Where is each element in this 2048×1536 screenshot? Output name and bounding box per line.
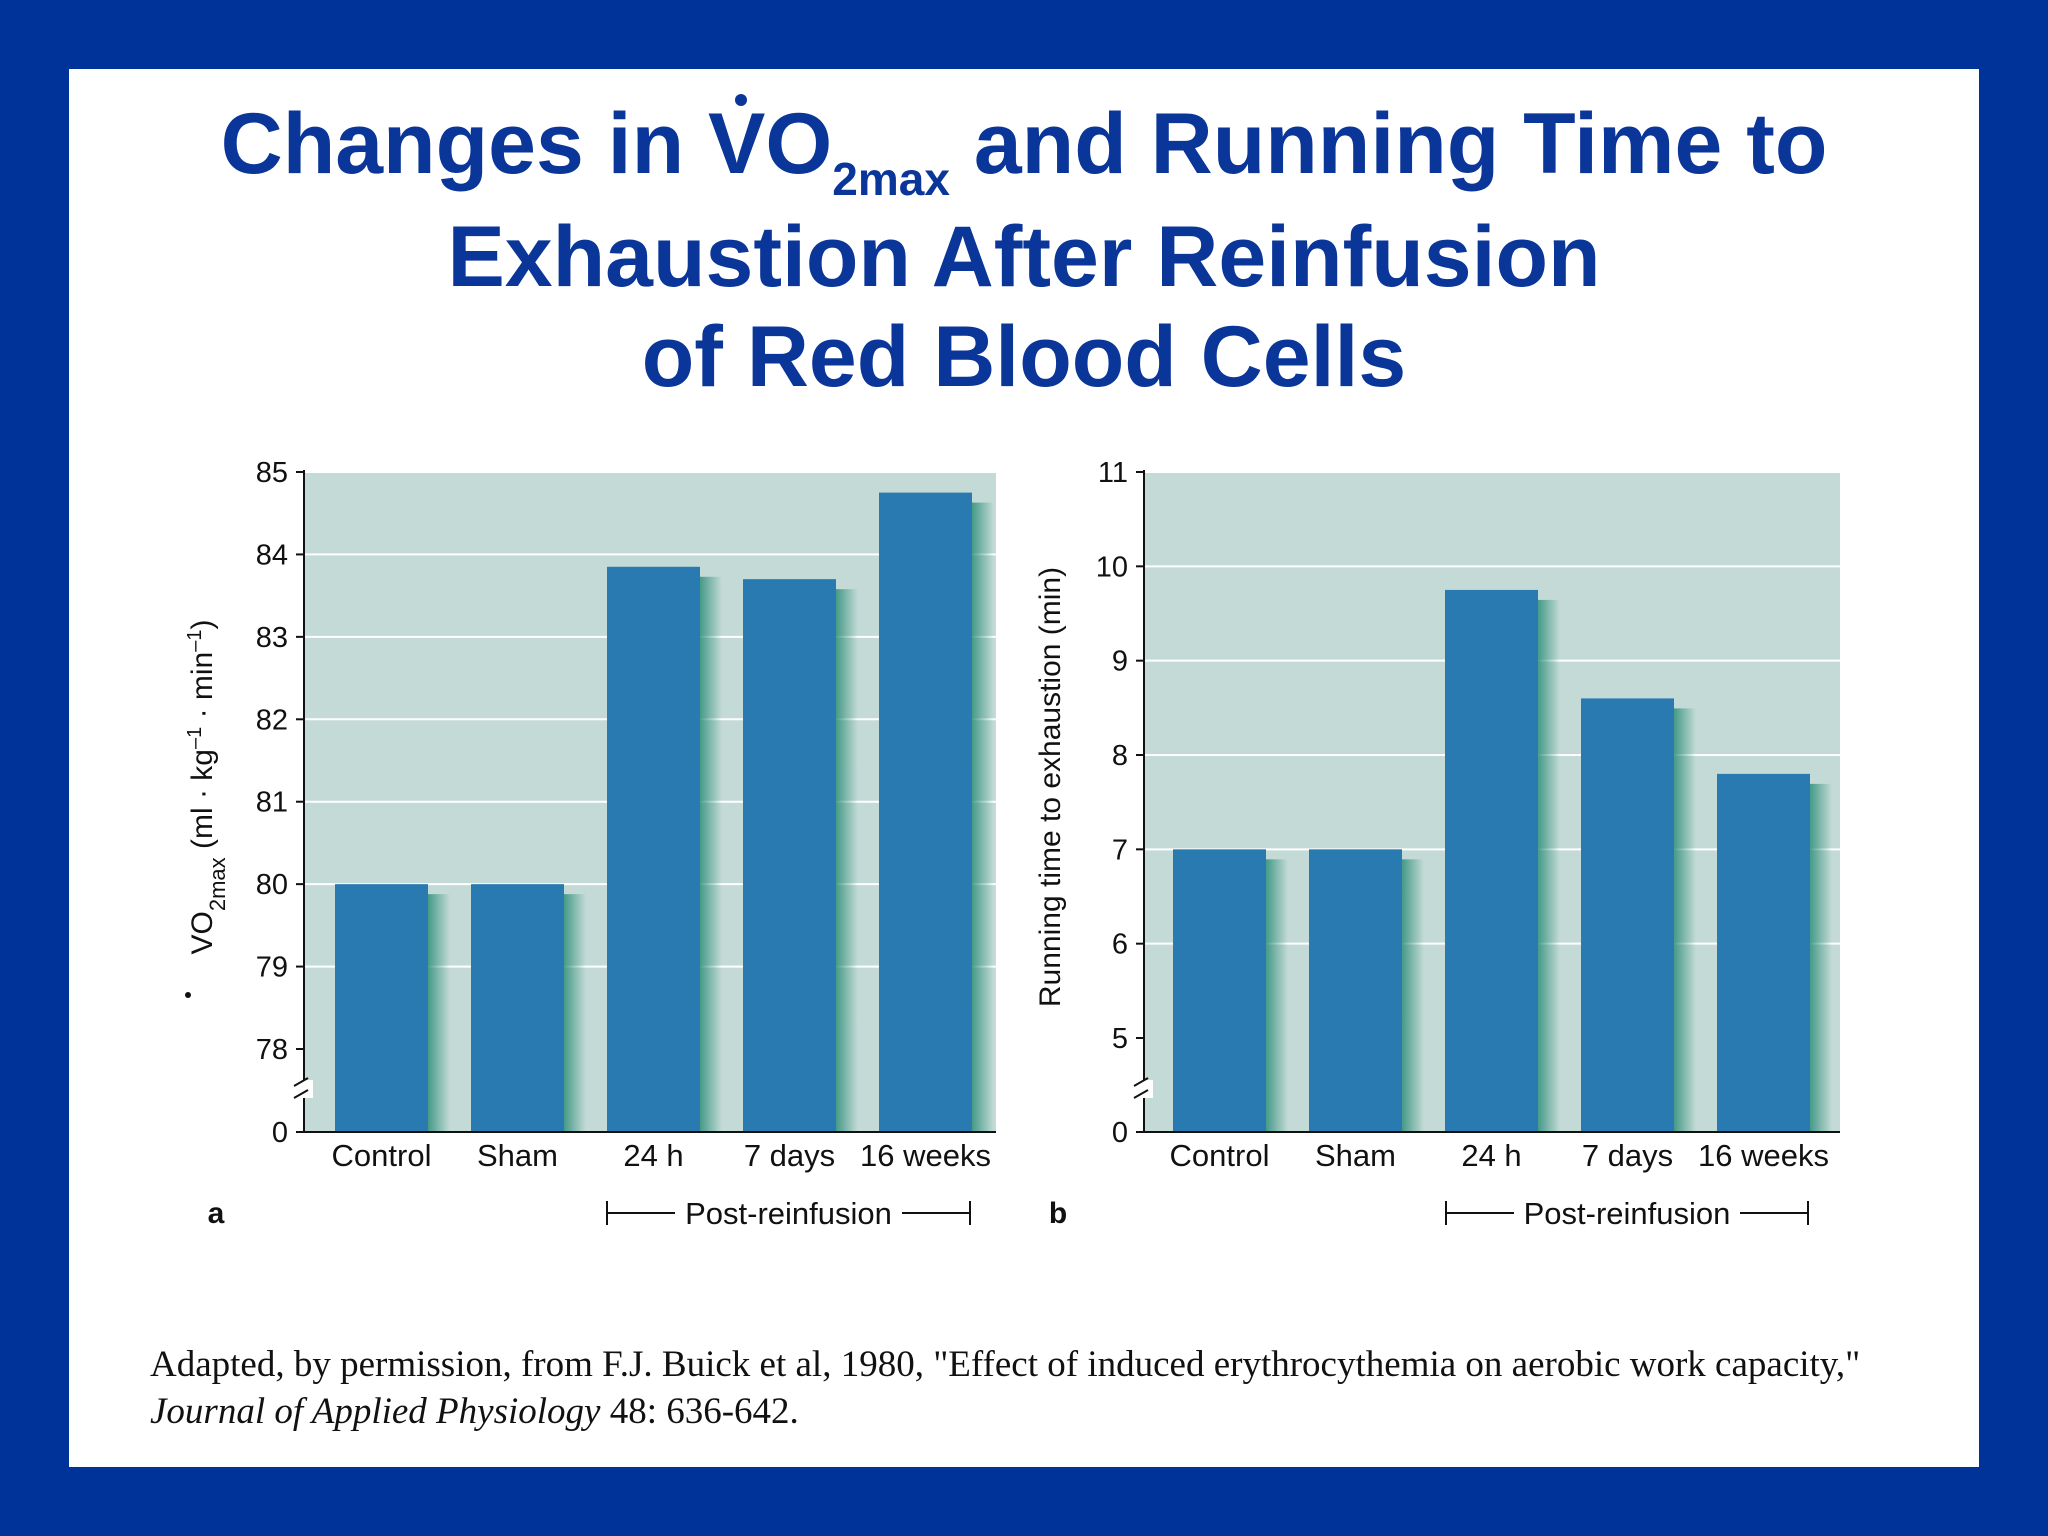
category-label: Sham [477, 1138, 558, 1173]
bar-shadow [972, 502, 994, 1132]
title-v-dot: V [708, 94, 766, 192]
axis-break-gap [295, 1080, 313, 1098]
y-axis-label: VO2max (ml · kg–1 · min–1) [184, 620, 230, 955]
ylabel-o: O [186, 911, 219, 934]
bar [335, 884, 428, 1132]
y-tick-label: 7 [1112, 834, 1128, 866]
y-tick-label: 5 [1112, 1023, 1128, 1055]
ylabel-superscript: –1 [184, 727, 206, 749]
title-subscript: 2max [832, 153, 950, 205]
title-line-1: Changes in VO2max and Running Time to [0, 94, 2048, 207]
category-label: 24 h [623, 1138, 683, 1173]
title-line-3: of Red Blood Cells [641, 309, 1407, 405]
group-label: Post-reinfusion [1524, 1196, 1731, 1231]
bar-shadow [836, 589, 858, 1132]
category-label: Control [332, 1138, 432, 1173]
title-suffix: and Running Time to [949, 96, 1828, 192]
y-tick-label: 78 [256, 1034, 288, 1066]
y-tick-label: 80 [256, 869, 288, 901]
bar-shadow [700, 576, 722, 1132]
category-label: 7 days [1582, 1138, 1673, 1173]
axis-break-mark [1133, 1077, 1149, 1099]
y-tick-label: 85 [256, 457, 288, 489]
ylabel-v-dot [185, 992, 191, 998]
bar-shadow [1674, 708, 1696, 1132]
category-label: 24 h [1461, 1138, 1521, 1173]
ylabel-v: V [186, 934, 219, 954]
ylabel-superscript: –1 [184, 630, 206, 652]
y-tick-label: 81 [256, 787, 288, 819]
bar-shadow [1266, 859, 1288, 1132]
title-prefix: Changes in [220, 96, 708, 192]
ylabel-unit: (ml · kg [186, 749, 219, 857]
citation-journal: Journal of Applied Physiology [150, 1391, 601, 1432]
panel-label: b [1049, 1197, 1067, 1230]
bar [607, 566, 700, 1132]
category-label: Control [1170, 1138, 1270, 1173]
y-tick-label: 84 [256, 539, 288, 571]
y-tick-label: 10 [1096, 551, 1128, 583]
group-label: Post-reinfusion [685, 1196, 892, 1231]
citation: Adapted, by permission, from F.J. Buick … [150, 1341, 1930, 1435]
ylabel-end: ) [186, 620, 219, 630]
bar [743, 579, 836, 1132]
y-tick-label: 8 [1112, 740, 1128, 772]
bar [1581, 698, 1674, 1132]
ylabel-subscript: 2max [205, 857, 230, 911]
axis-break-gap [1135, 1080, 1153, 1098]
y-tick-label: 0 [1112, 1117, 1128, 1149]
citation-text: Adapted, by permission, from F.J. Buick … [150, 1344, 1861, 1385]
bar [471, 884, 564, 1132]
ylabel-unit-min: · min [186, 652, 219, 727]
category-label: 7 days [744, 1138, 835, 1173]
bar [1445, 589, 1538, 1132]
citation-pages: 48: 636-642. [600, 1391, 799, 1432]
y-axis-label: Running time to exhaustion (min) [1034, 567, 1067, 1007]
bar-shadow [428, 894, 450, 1132]
y-tick-label: 82 [256, 704, 288, 736]
axis-break-mark [293, 1077, 309, 1099]
bar-shadow [1810, 783, 1832, 1132]
y-tick-label: 79 [256, 952, 288, 984]
chart-panel-a: Control Sham 24 h 7 days 16 weeks 0 78 79 80 81 82… [184, 457, 996, 1231]
category-label: Sham [1315, 1138, 1396, 1173]
bar [1173, 849, 1266, 1132]
chart-panel-b: Control Sham 24 h 7 days 16 weeks 0 5 6 7 8 9 10 11 R… [1034, 457, 1840, 1231]
bar-shadow [1402, 859, 1424, 1132]
y-tick-label: 83 [256, 622, 288, 654]
panel-label: a [208, 1197, 225, 1230]
title-o: O [765, 96, 833, 192]
bar [879, 492, 972, 1132]
bar [1309, 849, 1402, 1132]
y-tick-label: 6 [1112, 929, 1128, 961]
slide-title: Changes in VO2max and Running Time to Ex… [0, 94, 2048, 407]
y-tick-label: 0 [272, 1117, 288, 1149]
category-label: 16 weeks [860, 1138, 991, 1173]
bar-shadow [1538, 599, 1560, 1132]
y-tick-label: 9 [1112, 646, 1128, 678]
category-label: 16 weeks [1698, 1138, 1829, 1173]
y-tick-label: 11 [1098, 457, 1128, 489]
bar [1717, 773, 1810, 1132]
bar-shadow [564, 894, 586, 1132]
title-line-2: Exhaustion After Reinfusion [447, 209, 1601, 305]
